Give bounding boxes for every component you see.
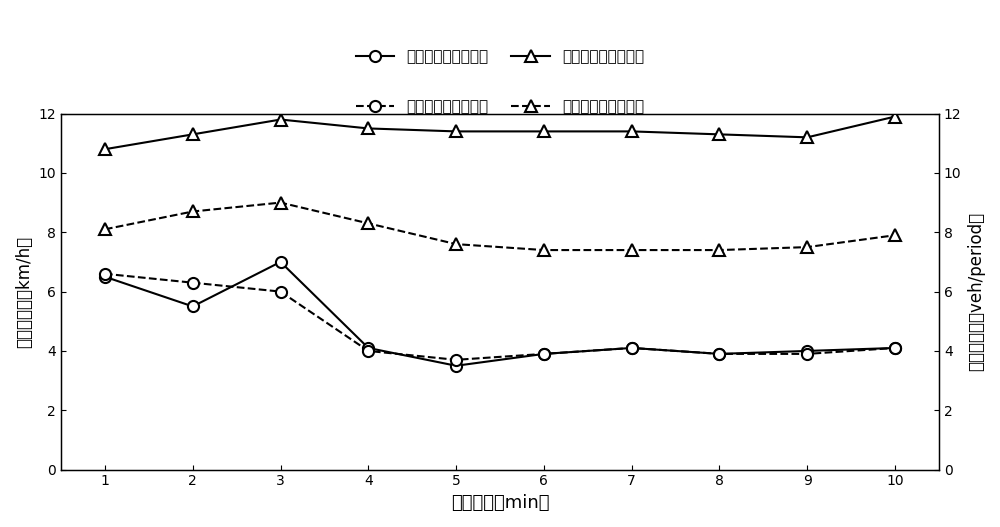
Line: 中山北路速度标准差: 中山北路速度标准差 — [99, 268, 901, 365]
北京西路速度标准差 — [275, 259, 287, 265]
中山北路流量标准差 — [626, 247, 638, 253]
北京西路速度标准差 — [713, 351, 725, 357]
中山北路速度标准差 — [538, 351, 550, 357]
中山北路流量标准差 — [538, 247, 550, 253]
中山北路速度标准差 — [626, 345, 638, 351]
中山北路速度标准差 — [450, 357, 462, 363]
北京西路速度标准差 — [889, 345, 901, 351]
Line: 中山北路流量标准差: 中山北路流量标准差 — [99, 197, 901, 256]
北京西路速度标准差 — [626, 345, 638, 351]
X-axis label: 分析周期（min）: 分析周期（min） — [451, 494, 549, 512]
中山北路流量标准差 — [99, 226, 111, 232]
北京西路流量标准差 — [187, 131, 199, 138]
北京西路流量标准差 — [538, 128, 550, 134]
北京西路流量标准差 — [626, 128, 638, 134]
北京西路流量标准差 — [362, 125, 374, 132]
中山北路流量标准差 — [713, 247, 725, 253]
中山北路速度标准差 — [801, 351, 813, 357]
北京西路速度标准差 — [187, 303, 199, 309]
中山北路速度标准差 — [362, 348, 374, 354]
中山北路流量标准差 — [187, 208, 199, 214]
中山北路速度标准差 — [275, 288, 287, 295]
北京西路速度标准差 — [362, 345, 374, 351]
北京西路流量标准差 — [450, 128, 462, 134]
北京西路速度标准差 — [99, 274, 111, 280]
北京西路流量标准差 — [889, 113, 901, 120]
Legend: 中山北路速度标准差, 中山北路流量标准差: 中山北路速度标准差, 中山北路流量标准差 — [350, 93, 650, 120]
中山北路速度标准差 — [99, 271, 111, 277]
中山北路速度标准差 — [187, 279, 199, 286]
北京西路速度标准差 — [538, 351, 550, 357]
Y-axis label: 速度标准差（km/h）: 速度标准差（km/h） — [15, 236, 33, 348]
北京西路流量标准差 — [99, 146, 111, 152]
Y-axis label: 流量标准差（veh/period）: 流量标准差（veh/period） — [967, 212, 985, 371]
北京西路速度标准差 — [450, 363, 462, 369]
中山北路速度标准差 — [889, 345, 901, 351]
Line: 北京西路流量标准差: 北京西路流量标准差 — [99, 111, 901, 155]
中山北路流量标准差 — [889, 232, 901, 238]
北京西路流量标准差 — [801, 134, 813, 141]
中山北路流量标准差 — [450, 241, 462, 247]
北京西路速度标准差 — [801, 348, 813, 354]
北京西路流量标准差 — [275, 116, 287, 123]
中山北路流量标准差 — [275, 199, 287, 206]
Line: 北京西路速度标准差: 北京西路速度标准差 — [99, 256, 901, 372]
北京西路流量标准差 — [713, 131, 725, 138]
中山北路速度标准差 — [713, 351, 725, 357]
中山北路流量标准差 — [362, 220, 374, 227]
中山北路流量标准差 — [801, 244, 813, 250]
